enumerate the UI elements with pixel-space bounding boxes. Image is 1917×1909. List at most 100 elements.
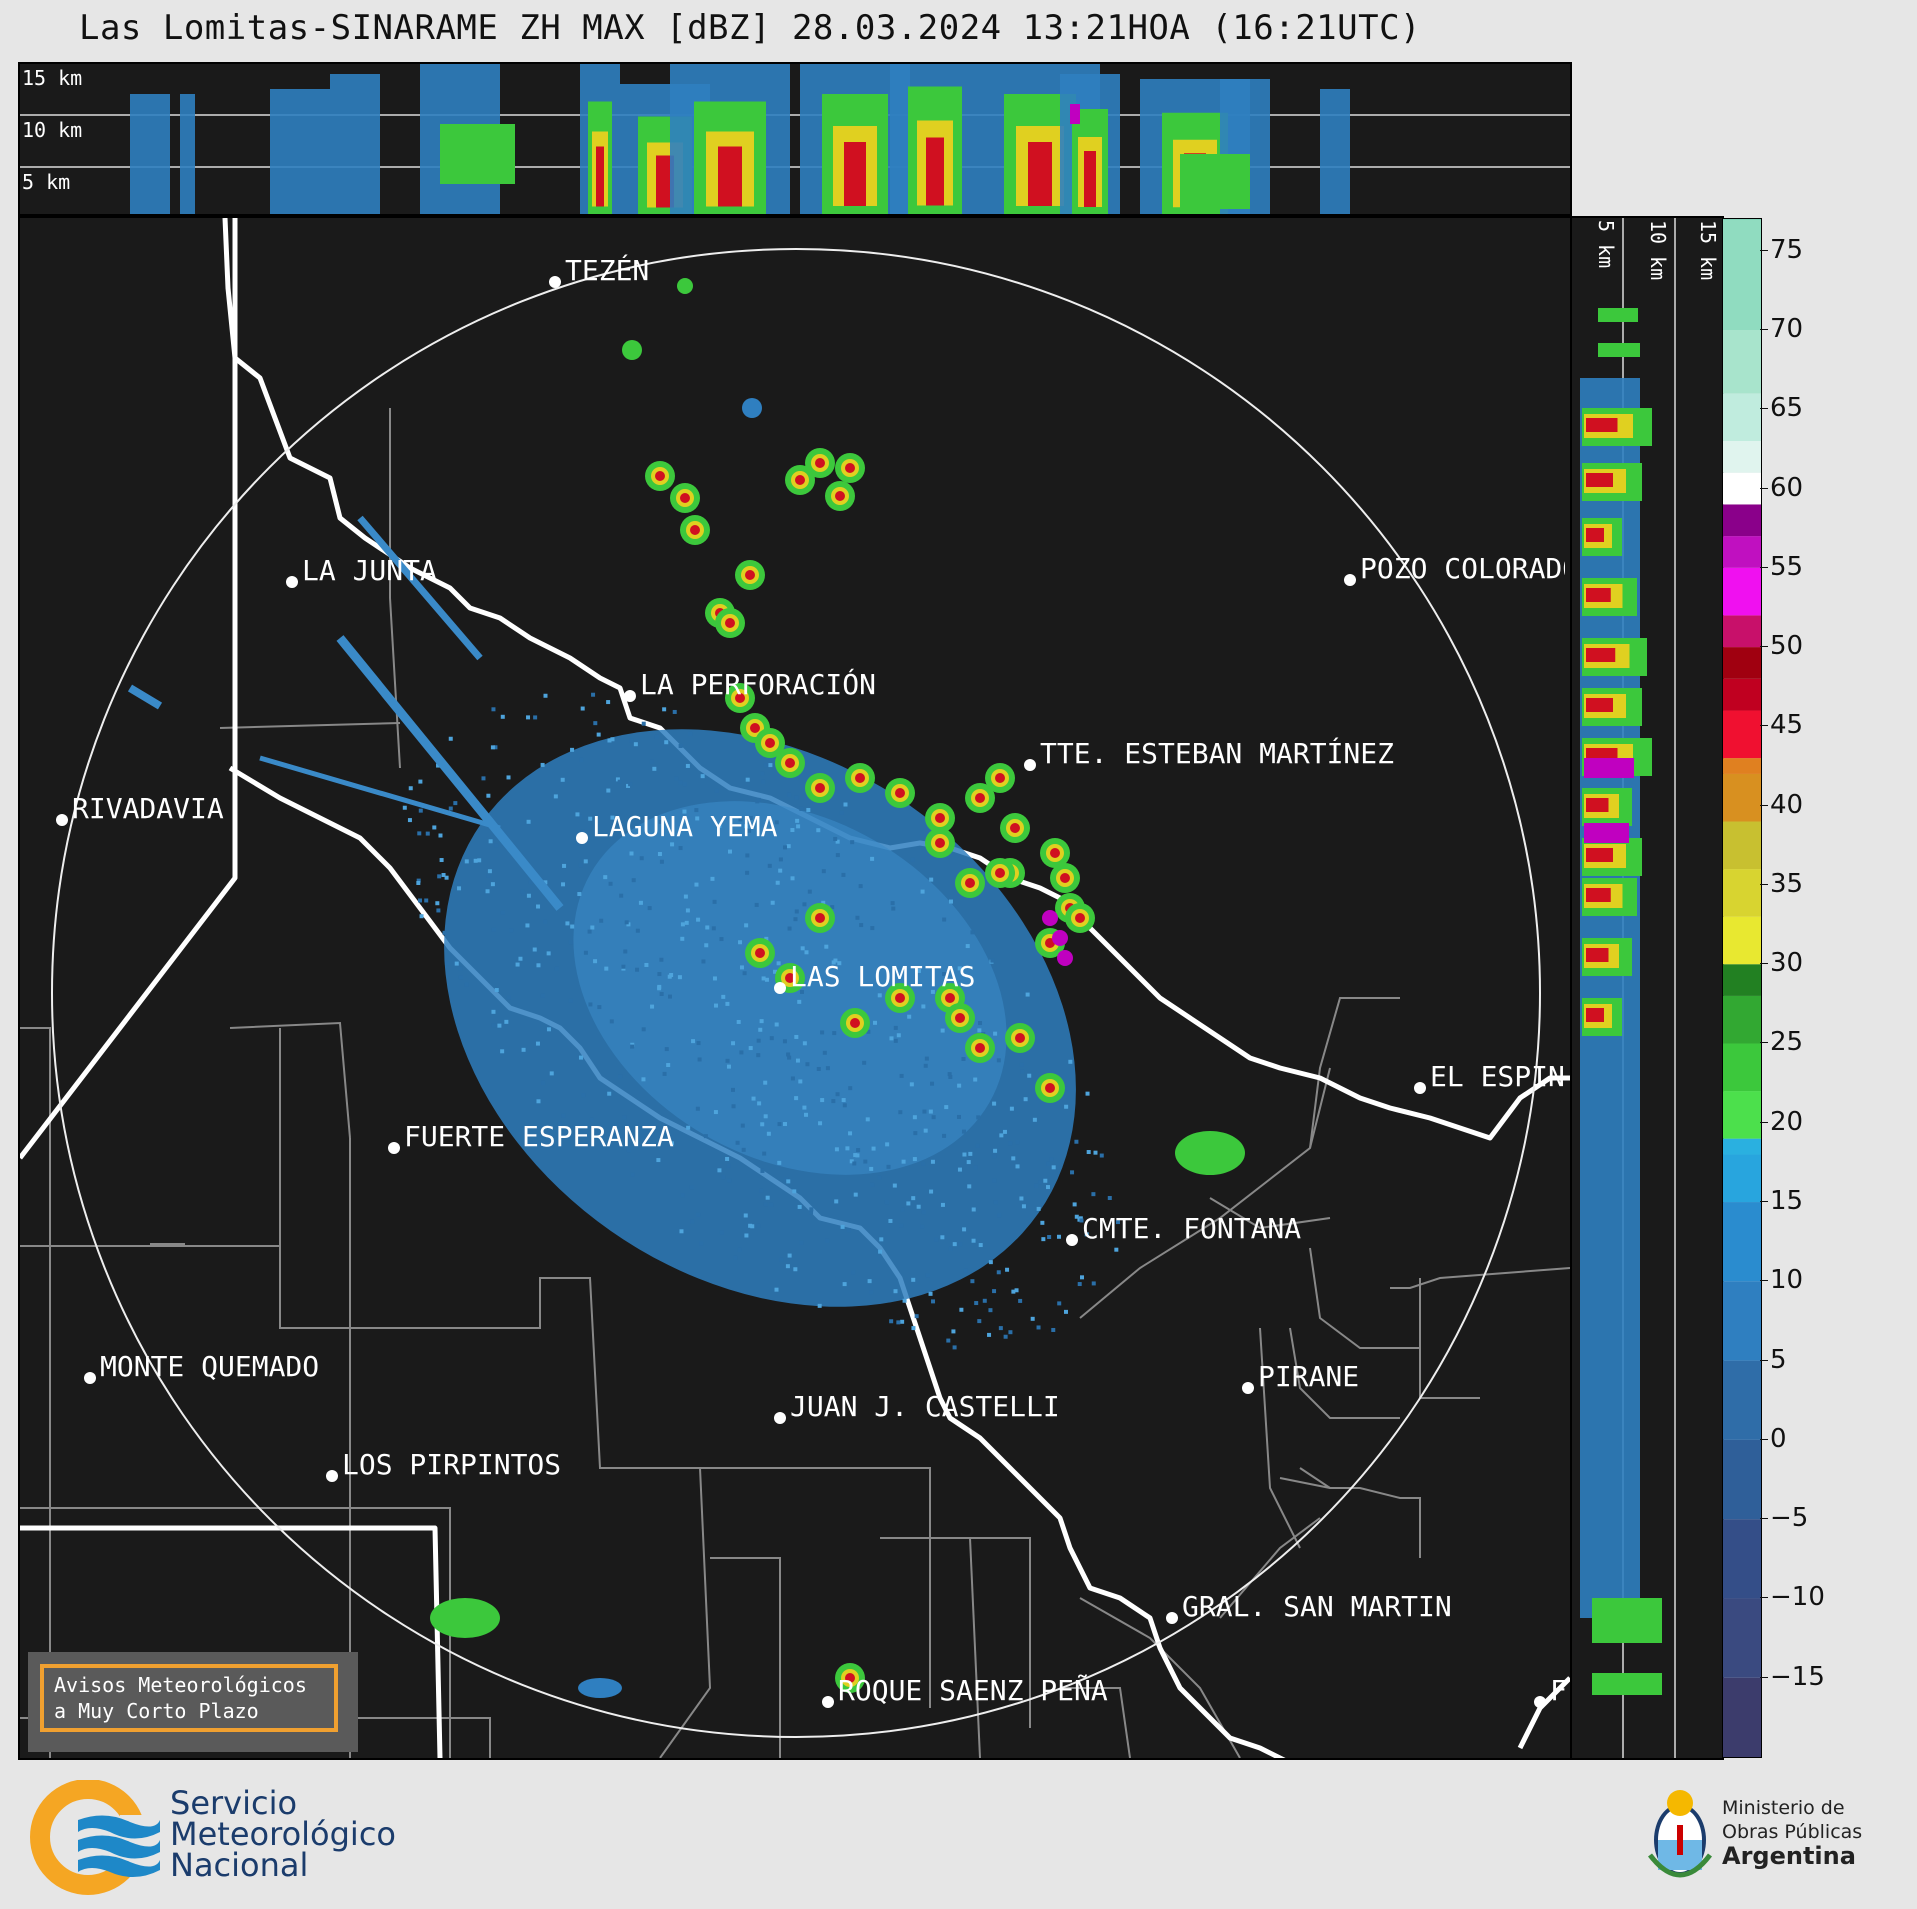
colorbar-tick-mark	[1760, 1597, 1768, 1599]
radar-echoes	[127, 278, 1245, 1698]
place-marker	[624, 690, 636, 702]
place-marker	[1534, 1696, 1546, 1708]
top-cross-section: 15 km 10 km 5 km	[18, 62, 1572, 216]
place-label: POZO COLORADO	[1360, 552, 1565, 585]
colorbar-tick-mark	[1760, 883, 1768, 885]
place-label: LOS PIRPINTOS	[342, 1448, 562, 1481]
place-marker	[1414, 1082, 1426, 1094]
colorbar-tick-label: 25	[1770, 1027, 1804, 1058]
side-height-label-15km: 15 km	[1696, 220, 1720, 281]
place-label: EL ESPINILLO	[1430, 1060, 1565, 1093]
side-cross-section-plot	[1580, 218, 1676, 1758]
place-marker	[1066, 1234, 1078, 1246]
colorbar-tick-mark	[1760, 963, 1768, 965]
colorbar-tick-label: 65	[1770, 393, 1804, 424]
colorbar-tick-label: 15	[1770, 1186, 1804, 1217]
place-marker	[1166, 1612, 1178, 1624]
colorbar-tick-label: 0	[1770, 1423, 1787, 1454]
colorbar-tick-mark	[1760, 804, 1768, 806]
colorbar-tick-mark	[1760, 408, 1768, 410]
colorbar-tick-label: −15	[1770, 1661, 1825, 1692]
warnings-link-line1: Avisos Meteorológicos	[54, 1673, 307, 1697]
place-label: FO	[1550, 1674, 1565, 1707]
colorbar-tick-mark	[1760, 328, 1768, 330]
colorbar-tick-label: 45	[1770, 710, 1804, 741]
height-label-10km: 10 km	[22, 118, 83, 142]
colorbar-tick-label: 55	[1770, 551, 1804, 582]
place-marker	[774, 1412, 786, 1424]
height-label-15km: 15 km	[22, 66, 83, 90]
department-boundaries	[20, 408, 1570, 1758]
colorbar-tick-mark	[1760, 566, 1768, 568]
dbz-colorbar	[1722, 218, 1762, 1758]
place-label: LA JUNTA	[302, 554, 437, 587]
place-label: FUERTE ESPERANZA	[404, 1120, 674, 1153]
colorbar-tick-mark	[1760, 487, 1768, 489]
colorbar-tick-mark	[1760, 646, 1768, 648]
ministry-name: Ministerio de Obras Públicas Argentina	[1722, 1796, 1862, 1868]
colorbar-tick-mark	[1760, 1280, 1768, 1282]
place-label: TEZÉN	[565, 254, 650, 287]
place-marker	[56, 814, 68, 826]
colorbar-tick-label: 10	[1770, 1265, 1804, 1296]
colorbar-tick-label: 30	[1770, 948, 1804, 979]
place-label: ROQUE SAENZ PEÑA	[838, 1674, 1108, 1707]
smn-logo-icon	[30, 1780, 180, 1895]
place-label: LAGUNA YEMA	[592, 810, 778, 843]
place-label: PIRANE	[1258, 1360, 1360, 1393]
place-marker	[1024, 759, 1036, 771]
place-label: TTE. ESTEBAN MARTÍNEZ	[1040, 737, 1395, 770]
place-marker	[1344, 574, 1356, 586]
colorbar-tick-mark	[1760, 1121, 1768, 1123]
place-marker	[576, 832, 588, 844]
colorbar-tick-label: −10	[1770, 1582, 1825, 1613]
colorbar-tick-label: 40	[1770, 789, 1804, 820]
colorbar-tick-mark	[1760, 1676, 1768, 1678]
colorbar-tick-label: 50	[1770, 631, 1804, 662]
place-marker	[774, 982, 786, 994]
colorbar-tick-label: 20	[1770, 1106, 1804, 1137]
place-label: GRAL. SAN MARTIN	[1182, 1590, 1452, 1623]
smn-name-line3: Nacional	[170, 1846, 309, 1884]
colorbar-tick-mark	[1760, 1042, 1768, 1044]
place-label: RIVADAVIA	[72, 792, 224, 825]
side-height-label-10km: 10 km	[1646, 220, 1670, 281]
colorbar-tick-label: 75	[1770, 234, 1804, 265]
ministry-name-line1: Ministerio de	[1722, 1797, 1845, 1819]
place-marker	[286, 576, 298, 588]
ministry-name-line2: Obras Públicas	[1722, 1821, 1863, 1843]
smn-name-line1: Servicio	[170, 1784, 298, 1822]
top-cross-section-plot	[20, 64, 1570, 214]
place-marker	[326, 1470, 338, 1482]
smn-name: Servicio Meteorológico Nacional	[170, 1784, 396, 1884]
place-label: LAS LOMITAS	[790, 960, 976, 993]
place-marker	[549, 276, 561, 288]
warnings-link[interactable]: Avisos Meteorológicos a Muy Corto Plazo	[40, 1664, 338, 1732]
place-markers	[56, 276, 1546, 1708]
range-ring	[51, 248, 1541, 1738]
colorbar-tick-mark	[1760, 1438, 1768, 1440]
colorbar-tick-label: 35	[1770, 868, 1804, 899]
place-marker	[84, 1372, 96, 1384]
ministry-name-line3: Argentina	[1722, 1842, 1856, 1870]
radar-map-canvas	[20, 218, 1570, 1758]
place-label: MONTE QUEMADO	[100, 1350, 320, 1383]
smn-name-line2: Meteorológico	[170, 1815, 396, 1853]
warnings-link-box[interactable]: Avisos Meteorológicos a Muy Corto Plazo	[28, 1652, 358, 1752]
place-label: LA PERFORACIÓN	[640, 668, 877, 701]
colorbar-tick-mark	[1760, 249, 1768, 251]
colorbar-tick-mark	[1760, 1201, 1768, 1203]
radar-map[interactable]: TEZÉN LA JUNTA POZO COLORADO LA PERFORACIÓN…	[18, 216, 1572, 1760]
colorbar-tick-mark	[1760, 1359, 1768, 1361]
colorbar-tick-label: 60	[1770, 472, 1804, 503]
smn-logo	[30, 1780, 180, 1895]
place-label: JUAN J. CASTELLI	[790, 1390, 1060, 1423]
place-marker	[1242, 1382, 1254, 1394]
colorbar-tick-mark	[1760, 725, 1768, 727]
side-height-label-5km: 5 km	[1594, 220, 1618, 269]
argentina-coat-of-arms-icon	[1645, 1785, 1715, 1885]
height-label-5km: 5 km	[22, 170, 71, 194]
side-cross-section: 5 km 10 km 15 km	[1570, 216, 1724, 1760]
place-marker	[822, 1696, 834, 1708]
place-marker	[388, 1142, 400, 1154]
